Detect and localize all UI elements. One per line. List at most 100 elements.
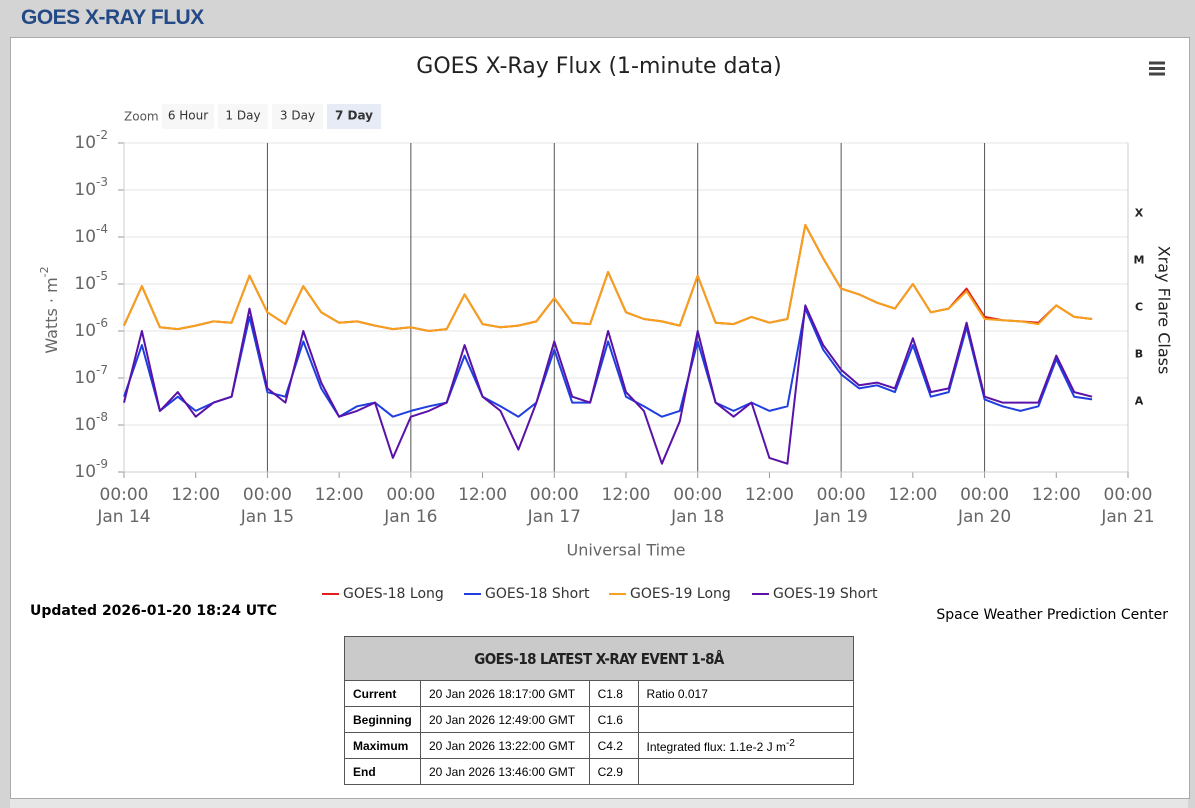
y-tick-base: 10 [74,415,96,435]
y-tick-exponent: -7 [96,363,108,377]
zoom-button[interactable]: 7 Day [327,104,381,129]
table-row: End 20 Jan 2026 13:46:00 GMT C2.9 [344,758,855,785]
x-tick-label: 12:00 [602,485,651,505]
y-tick-label: 10-3 [74,175,108,201]
legend-item[interactable]: GOES-19 Short [752,586,878,602]
table-cell: Maximum [344,732,421,759]
table-cell: C2.9 [588,758,639,785]
x-tick-sublabel: Jan 17 [527,507,581,527]
table-cell: C4.2 [588,732,639,759]
x-tick-sublabel: Jan 14 [96,507,150,527]
table-cell: C1.6 [588,706,639,733]
y-tick-label: 10-8 [74,410,108,436]
y-tick-exponent: -8 [96,410,108,424]
zoom-button-label: 3 Day [280,109,315,123]
x-tick-label: 12:00 [745,485,794,505]
y-tick-base: 10 [74,133,96,153]
cell-sup: -2 [785,737,795,749]
zoom-label: Zoom [124,110,159,124]
y-tick-base: 10 [74,321,96,341]
zoom-button[interactable]: 1 Day [218,104,268,129]
table-cell: End [344,758,421,785]
y-tick-base: 10 [74,462,96,482]
y-tick-base: 10 [74,227,96,247]
y-tick-label: 10-5 [74,269,108,295]
y-tick-exponent: -9 [96,457,108,471]
y-axis-title: Watts · m-2 [38,266,61,353]
flare-class-label: X [1135,207,1144,220]
x-tick-label: 00:00 [817,485,866,505]
y-axis-title-text: Watts · m [42,277,61,353]
y-tick-label: 10-6 [74,316,108,342]
y-axis-title-exponent: -2 [38,266,51,277]
chart-title: GOES X-Ray Flux (1-minute data) [416,54,781,79]
table-cell: Integrated flux: 1.1e-2 J m-2 [637,732,855,759]
x-tick-label: 00:00 [673,485,722,505]
series-line [123,224,1093,332]
table-cell: 20 Jan 2026 18:17:00 GMT [419,680,590,707]
flare-class-label: C [1135,301,1143,314]
y-tick-exponent: -5 [96,269,108,283]
table-row: Maximum 20 Jan 2026 13:22:00 GMT C4.2 Integ… [344,732,855,759]
series-line [123,307,1093,418]
x-tick-label: 12:00 [1032,485,1081,505]
menu-button[interactable] [1145,58,1169,80]
x-tick-label: 00:00 [243,485,292,505]
y-tick-label: 10-4 [74,222,108,248]
zoom-button-bg [218,104,268,129]
legend-item[interactable]: GOES-19 Long [609,586,731,602]
x-tick-label: 00:00 [530,485,579,505]
x-tick-label: 00:00 [386,485,435,505]
table-row: Beginning 20 Jan 2026 12:49:00 GMT C1.6 [344,706,855,733]
table-cell: 20 Jan 2026 13:46:00 GMT [419,758,590,785]
x-axis-title: Universal Time [566,541,685,560]
y-tick-base: 10 [74,180,96,200]
table-cell: Current [344,680,421,707]
table-title: GOES-18 LATEST X-RAY EVENT 1-8Å [344,636,854,681]
zoom-button[interactable]: 6 Hour [162,104,214,129]
legend-item[interactable]: GOES-18 Long [322,586,444,602]
x-tick-label: 12:00 [888,485,937,505]
x-tick-sublabel: Jan 20 [957,507,1011,527]
x-tick-sublabel: Jan 21 [1100,507,1154,527]
x-tick-sublabel: Jan 15 [240,507,294,527]
zoom-button[interactable]: 3 Day [272,104,323,129]
table-cell: Ratio 0.017 [637,680,855,707]
x-tick-label: 00:00 [100,485,149,505]
series-line [123,224,1093,332]
legend-item[interactable]: GOES-18 Short [464,586,590,602]
page-header: GOES X-RAY FLUX [21,6,204,29]
legend-label: GOES-19 Long [630,586,731,602]
x-tick-sublabel: Jan 16 [383,507,437,527]
y-tick-base: 10 [74,368,96,388]
flare-class-label: A [1135,395,1144,408]
table-row: Current 20 Jan 2026 18:17:00 GMT C1.8 Ratio… [344,680,855,707]
zoom-button-label: 7 Day [335,109,373,123]
table-cell: Beginning [344,706,421,733]
credit: Space Weather Prediction Center [936,607,1168,623]
y-tick-exponent: -2 [96,128,108,142]
zoom-button-bg [272,104,323,129]
x-tick-label: 00:00 [1104,485,1153,505]
zoom-button-bg [327,104,381,129]
y-tick-label: 10-2 [74,128,108,154]
y-tick-exponent: -6 [96,316,108,330]
x-tick-sublabel: Jan 19 [814,507,868,527]
x-tick-label: 12:00 [171,485,220,505]
table-cell: 20 Jan 2026 12:49:00 GMT [419,706,590,733]
table-cell: C1.8 [588,680,639,707]
series-line [123,304,1093,465]
updated-time: Updated 2026-01-20 18:24 UTC [30,603,277,619]
x-tick-label: 12:00 [458,485,507,505]
x-tick-label: 12:00 [315,485,364,505]
y-tick-base: 10 [74,274,96,294]
cell-text: Integrated flux: 1.1e-2 J m [646,739,786,754]
legend-label: GOES-19 Short [773,586,878,602]
table-cell: 20 Jan 2026 13:22:00 GMT [419,732,590,759]
y-tick-exponent: -4 [96,222,108,236]
table-cell [637,758,855,785]
chart: GOES X-Ray Flux (1-minute data) Zoom Uni… [38,54,1174,602]
y2-axis-title: Xray Flare Class [1155,246,1174,375]
y-tick-label: 10-9 [74,457,108,483]
